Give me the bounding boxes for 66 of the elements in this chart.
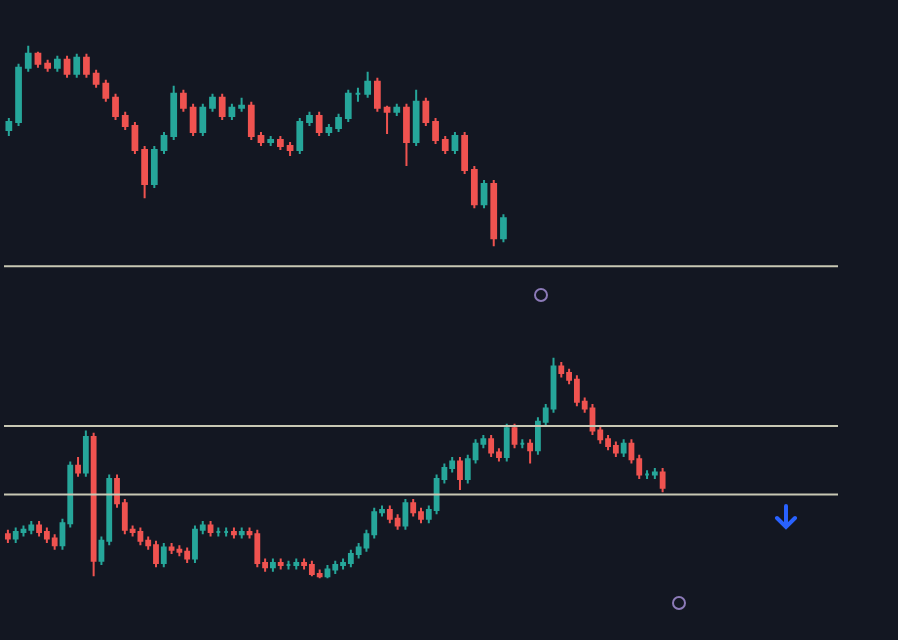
candlestick	[36, 519, 42, 538]
candlestick	[418, 506, 424, 525]
candlestick	[153, 539, 159, 569]
candlestick	[412, 88, 420, 147]
candlestick	[184, 546, 191, 564]
candlestick	[160, 542, 167, 569]
candlestick	[558, 361, 565, 379]
candlestick	[51, 533, 58, 551]
candlestick	[340, 557, 346, 571]
candlestick	[207, 519, 214, 538]
candlestick	[82, 429, 89, 478]
candlestick	[651, 467, 658, 481]
candlestick	[457, 455, 463, 492]
candlestick	[63, 54, 71, 79]
candlestick	[354, 86, 362, 103]
candlestick	[605, 433, 611, 452]
candlestick	[168, 542, 175, 556]
candlestick	[75, 455, 81, 478]
candlestick	[192, 524, 198, 564]
candlestick	[53, 54, 61, 73]
candlestick	[215, 526, 222, 538]
candlestick	[519, 438, 526, 450]
candlestick	[332, 559, 339, 575]
candlestick	[301, 557, 307, 571]
candlestick	[573, 374, 580, 408]
candlestick	[285, 559, 292, 571]
candlestick	[315, 110, 323, 137]
candlestick	[644, 469, 650, 481]
candlestick	[267, 134, 275, 147]
candlestick	[364, 70, 372, 99]
candlestick	[488, 433, 495, 458]
candlestick	[308, 559, 315, 578]
candlestick	[293, 557, 300, 571]
candlestick	[218, 92, 226, 121]
candlestick	[90, 431, 97, 578]
candlestick	[500, 213, 507, 244]
candlestick	[402, 497, 409, 531]
candlestick	[277, 557, 284, 571]
candlestick	[238, 526, 245, 540]
candlestick	[20, 524, 27, 538]
candlestick	[347, 548, 354, 569]
candlestick	[176, 544, 183, 558]
candlestick	[12, 526, 19, 545]
candlestick	[410, 497, 417, 518]
candlestick	[43, 526, 50, 545]
candlestick	[659, 467, 666, 494]
candlestick	[386, 504, 393, 525]
candlestick	[490, 179, 498, 248]
candlestick	[620, 438, 627, 458]
candlestick	[223, 526, 230, 538]
candlestick	[394, 513, 401, 531]
candlestick	[403, 102, 410, 168]
candlestick	[28, 519, 35, 536]
candlestick	[316, 568, 323, 580]
candlestick	[254, 528, 261, 569]
candlestick	[480, 179, 488, 210]
candlestick	[503, 422, 510, 463]
candlestick	[73, 52, 81, 79]
candlestick	[612, 440, 619, 458]
candlestick	[270, 557, 276, 573]
candlestick	[527, 438, 534, 465]
candlestick	[451, 130, 459, 155]
candlestick	[231, 526, 237, 540]
candlestick	[137, 526, 144, 547]
candlestick	[393, 102, 401, 117]
candlestick	[4, 528, 11, 545]
